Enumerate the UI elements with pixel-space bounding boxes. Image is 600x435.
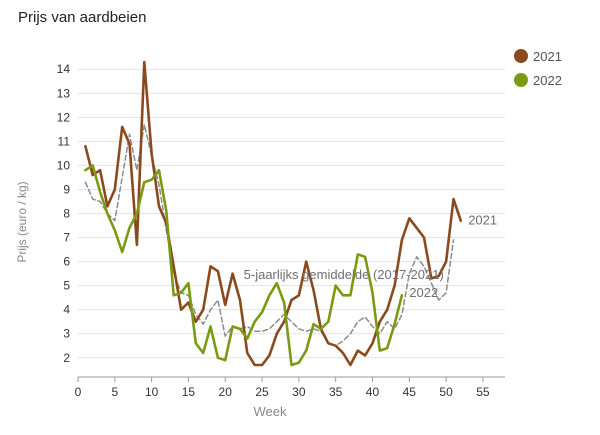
y-tick-label-8: 8 (63, 207, 70, 221)
x-tick-label-30: 30 (292, 385, 306, 399)
y-tick-label-11: 11 (58, 134, 71, 148)
x-tick-label-50: 50 (439, 385, 453, 399)
y-tick-label-7: 7 (63, 231, 70, 245)
y-tick-label-3: 3 (63, 327, 70, 341)
series-line-2 (84, 123, 455, 347)
legend-swatch-2022 (514, 73, 528, 87)
annotation-1: 5-jaarlijks gemiddelde (2017-2021) (244, 267, 444, 282)
y-tick-label-5: 5 (63, 279, 70, 293)
y-tick-label-2: 2 (63, 351, 70, 365)
y-tick-label-12: 12 (57, 110, 71, 124)
y-tick-label-6: 6 (63, 255, 70, 269)
legend-swatch-2021 (514, 49, 528, 63)
x-tick-label-35: 35 (329, 385, 343, 399)
series-line-0 (84, 60, 463, 367)
x-tick-label-15: 15 (182, 385, 196, 399)
legend-item-2021[interactable]: 2021 (514, 44, 562, 68)
x-tick-label-45: 45 (403, 385, 417, 399)
x-tick-label-55: 55 (476, 385, 490, 399)
annotation-0: 2021 (468, 213, 497, 228)
y-tick-label-14: 14 (57, 62, 71, 76)
series-line-1 (84, 164, 404, 367)
legend-label-2021: 2021 (533, 48, 562, 64)
x-tick-label-0: 0 (75, 385, 82, 399)
y-tick-label-13: 13 (57, 86, 71, 100)
y-tick-label-10: 10 (57, 158, 71, 172)
x-tick-label-10: 10 (145, 385, 159, 399)
legend-item-2022[interactable]: 2022 (514, 68, 562, 92)
x-tick-label-40: 40 (366, 385, 380, 399)
legend-label-2022: 2022 (533, 72, 562, 88)
x-axis-label: Week (253, 404, 287, 419)
x-tick-label-25: 25 (255, 385, 269, 399)
y-tick-label-9: 9 (63, 182, 70, 196)
x-tick-label-5: 5 (111, 385, 118, 399)
legend: 2021 2022 (514, 44, 562, 92)
y-tick-label-4: 4 (63, 303, 70, 317)
chart-title: Prijs van aardbeien (18, 9, 147, 26)
x-tick-label-20: 20 (219, 385, 233, 399)
annotation-2: 2022 (409, 285, 438, 300)
